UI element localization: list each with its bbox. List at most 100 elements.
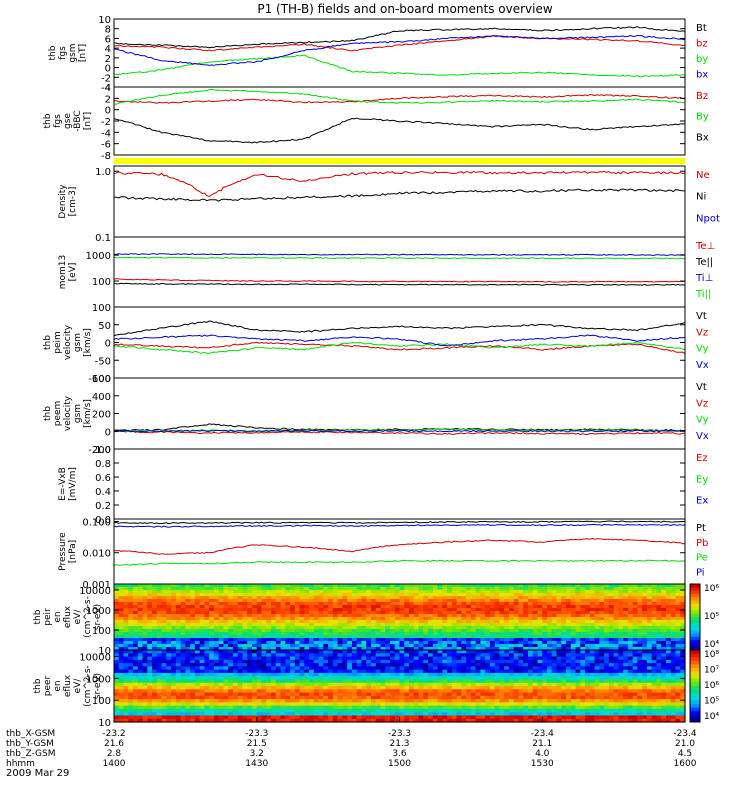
spectrogram-cell xyxy=(556,695,562,700)
spectrogram-cell xyxy=(551,692,558,697)
spectrogram-cell xyxy=(370,705,377,710)
spectrogram-cell xyxy=(133,611,139,615)
spectrogram-cell xyxy=(370,596,377,600)
spectrogram-cell xyxy=(680,632,686,636)
spectrogram-cell xyxy=(228,699,234,703)
spectrogram-cell xyxy=(432,617,439,621)
spectrogram-cell xyxy=(228,679,234,684)
spectrogram-cell xyxy=(228,620,234,624)
spectrogram-cell xyxy=(437,629,443,633)
spectrogram-cell xyxy=(356,712,363,717)
spectrogram-cell xyxy=(670,599,677,603)
spectrogram-cell xyxy=(152,602,158,606)
spectrogram-cell xyxy=(313,695,320,700)
spectrogram-cell xyxy=(413,590,420,594)
spectrogram-cell xyxy=(380,641,386,645)
spectrogram-cell xyxy=(166,682,172,687)
spectrogram-cell xyxy=(309,596,315,600)
series-line-Ti|| xyxy=(113,256,686,260)
spectrogram-cell xyxy=(513,663,520,667)
spectrogram-cell xyxy=(527,620,534,624)
legend-label-Ti⊥: Ti⊥ xyxy=(695,273,713,284)
spectrogram-cell xyxy=(437,702,443,707)
spectrogram-cell xyxy=(228,708,234,713)
spectrogram-cell xyxy=(675,644,681,648)
spectrogram-cell xyxy=(375,695,382,700)
spectrogram-cell xyxy=(570,647,577,651)
spectrogram-cell xyxy=(594,614,600,618)
spectrogram-cell xyxy=(256,614,263,618)
spectrogram-cell xyxy=(523,676,529,681)
spectrogram-cell xyxy=(290,602,296,606)
spectrogram-cell xyxy=(247,638,253,642)
spectrogram-cell xyxy=(475,638,481,642)
spectrogram-cell xyxy=(237,626,244,630)
spectrogram-cell xyxy=(223,635,229,639)
spectrogram-cell xyxy=(423,614,429,618)
spectrogram-cell xyxy=(152,689,158,694)
spectrogram-cell xyxy=(266,587,272,591)
spectrogram-cell xyxy=(156,718,163,723)
spectrogram-cell xyxy=(323,715,329,720)
spectrogram-cell xyxy=(313,599,320,603)
spectrogram-cell xyxy=(409,672,415,677)
spectrogram-cell xyxy=(285,644,291,648)
spectrogram-cell xyxy=(542,669,548,674)
spectrogram-cell xyxy=(542,593,548,597)
spectrogram-cell xyxy=(566,672,572,677)
spectrogram-cell xyxy=(133,705,139,710)
series-line-Pe xyxy=(113,559,686,567)
y-tick-label: 100 xyxy=(92,626,111,637)
spectrogram-cell xyxy=(309,620,315,624)
spectrogram-cell xyxy=(370,695,377,700)
spectrogram-cell xyxy=(523,632,529,636)
spectrogram-cell xyxy=(152,656,158,661)
spectrogram-cell xyxy=(204,587,210,591)
spectrogram-cell xyxy=(394,641,401,645)
spectrogram-cell xyxy=(309,656,315,661)
spectrogram-cell xyxy=(280,718,286,723)
spectrogram-cell xyxy=(613,596,619,600)
spectrogram-cell xyxy=(351,593,358,597)
spectrogram-cell xyxy=(375,712,382,717)
spectrogram-cell xyxy=(194,686,201,690)
spectrogram-cell xyxy=(475,590,481,594)
spectrogram-cell xyxy=(566,620,572,624)
spectrogram-cell xyxy=(294,617,301,621)
spectrogram-cell xyxy=(123,614,129,618)
spectrogram-cell xyxy=(399,590,405,594)
spectrogram-cell xyxy=(370,708,377,713)
spectrogram-cell xyxy=(394,590,401,594)
spectrogram-cell xyxy=(518,656,524,661)
spectrogram-cell xyxy=(147,605,153,609)
spectrogram-cell xyxy=(232,705,239,710)
spectrogram-cell xyxy=(523,617,529,621)
spectrogram-cell xyxy=(508,620,515,624)
spectrogram-cell xyxy=(389,695,396,700)
spectrogram-cell xyxy=(118,718,125,723)
spectrogram-cell xyxy=(399,702,405,707)
spectrogram-cell xyxy=(142,614,148,618)
spectrogram-cell xyxy=(461,702,467,707)
spectrogram-cell xyxy=(665,599,672,603)
spectrogram-cell xyxy=(271,593,277,597)
spectrogram-cell xyxy=(190,608,196,612)
spectrogram-cell xyxy=(494,614,501,618)
spectrogram-cell xyxy=(561,641,567,645)
spectrogram-cell xyxy=(575,644,581,648)
spectrogram-cell xyxy=(156,686,163,690)
spectrogram-cell xyxy=(385,635,391,639)
spectrogram-cell xyxy=(442,699,448,703)
spectrogram-cell xyxy=(542,686,548,690)
legend-label-Pi: Pi xyxy=(696,567,705,578)
spectrogram-cell xyxy=(518,682,524,687)
spectrogram-cell xyxy=(527,715,534,720)
spectrogram-cell xyxy=(280,682,286,687)
spectrogram-cell xyxy=(380,587,386,591)
spectrogram-cell xyxy=(237,663,244,667)
spectrogram-cell xyxy=(137,644,144,648)
spectrogram-cell xyxy=(256,644,263,648)
spectrogram-cell xyxy=(347,641,353,645)
spectrogram-cell xyxy=(599,608,605,612)
spectrogram-cell xyxy=(152,666,158,671)
